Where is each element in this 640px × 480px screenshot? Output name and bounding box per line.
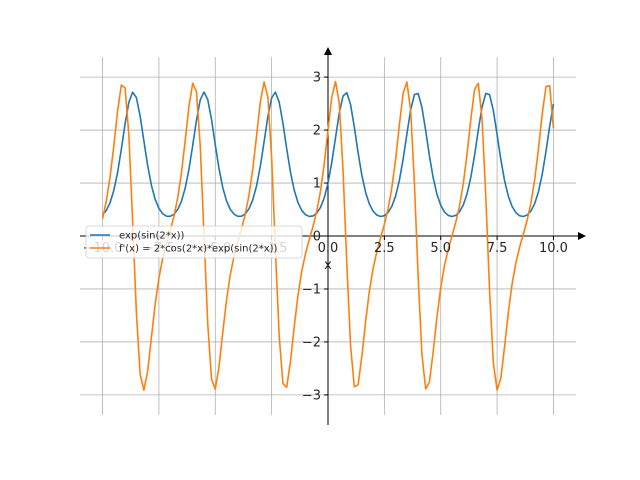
y-tick-label: 2 xyxy=(313,124,321,139)
legend-entry-1: f'(x) = 2*cos(2*x)*exp(sin(2*x)) xyxy=(119,244,278,255)
x-tick-label: 10.0 xyxy=(539,241,568,256)
y-tick-label: −2 xyxy=(302,335,321,350)
y-tick-label: 0 xyxy=(313,230,321,245)
y-tick-label: −3 xyxy=(302,388,321,403)
y-tick-label: 3 xyxy=(313,71,321,86)
x-axis-label: x xyxy=(324,258,332,273)
y-tick-label: 1 xyxy=(313,177,321,192)
x-tick-label: 5.0 xyxy=(430,241,451,256)
legend-entry-0: exp(sin(2*x)) xyxy=(119,231,185,242)
x-tick-label: 0.0 xyxy=(318,241,339,256)
x-axis-arrow xyxy=(578,232,586,240)
legend-box xyxy=(85,225,303,259)
x-tick-label: 7.5 xyxy=(487,241,508,256)
y-tick-label: −1 xyxy=(302,282,321,297)
x-tick-label: 2.5 xyxy=(374,241,395,256)
y-axis-arrow xyxy=(324,47,332,55)
legend: exp(sin(2*x)) f'(x) = 2*cos(2*x)*exp(sin(… xyxy=(85,225,303,259)
